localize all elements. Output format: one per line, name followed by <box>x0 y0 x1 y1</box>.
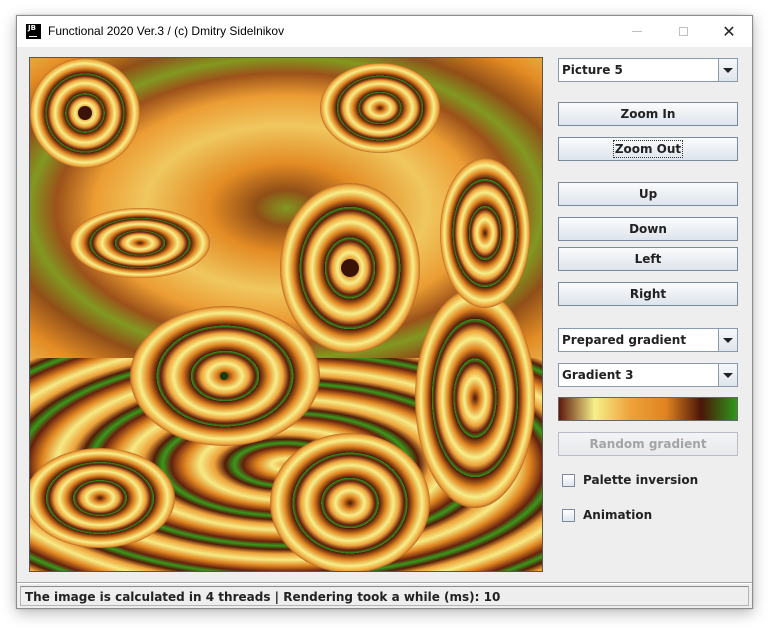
animation-checkbox[interactable]: Animation <box>558 506 738 524</box>
app-window: JB Functional 2020 Ver.3 / (c) Dmitry Si… <box>16 15 753 609</box>
up-button[interactable]: Up <box>558 182 738 206</box>
zoom-in-button[interactable]: Zoom In <box>558 102 738 126</box>
minimize-icon <box>632 31 642 32</box>
gradient-select[interactable]: Gradient 3 <box>558 363 738 387</box>
palette-inversion-label: Palette inversion <box>583 473 699 487</box>
picture-select-value: Picture 5 <box>562 63 623 77</box>
status-text: The image is calculated in 4 threads | R… <box>25 590 501 604</box>
random-gradient-button[interactable]: Random gradient <box>558 432 738 456</box>
maximize-icon <box>678 27 688 36</box>
right-button[interactable]: Right <box>558 282 738 306</box>
app-logo-icon: JB <box>26 24 41 39</box>
animation-label: Animation <box>583 508 653 522</box>
picture-select[interactable]: Picture 5 <box>558 58 738 82</box>
chevron-down-icon[interactable] <box>718 59 737 81</box>
down-button[interactable]: Down <box>558 217 738 241</box>
fractal-canvas[interactable] <box>29 57 543 572</box>
left-button[interactable]: Left <box>558 247 738 271</box>
chevron-down-icon[interactable] <box>718 364 737 386</box>
fractal-image <box>30 58 542 571</box>
gradient-mode-select[interactable]: Prepared gradient <box>558 328 738 352</box>
gradient-preview <box>558 397 738 421</box>
gradient-select-value: Gradient 3 <box>562 368 634 382</box>
close-icon: ✕ <box>722 21 736 41</box>
palette-inversion-checkbox[interactable]: Palette inversion <box>558 471 738 489</box>
checkbox-box[interactable] <box>562 473 575 487</box>
minimize-button[interactable] <box>614 16 660 47</box>
checkbox-box[interactable] <box>562 508 575 522</box>
chevron-down-icon[interactable] <box>718 329 737 351</box>
window-title: Functional 2020 Ver.3 / (c) Dmitry Sidel… <box>48 24 285 38</box>
status-bar: The image is calculated in 4 threads | R… <box>17 582 752 608</box>
maximize-button[interactable] <box>660 16 706 47</box>
gradient-mode-value: Prepared gradient <box>562 333 687 347</box>
status-panel: The image is calculated in 4 threads | R… <box>20 586 749 606</box>
zoom-out-button[interactable]: Zoom Out <box>558 137 738 161</box>
close-button[interactable]: ✕ <box>706 16 752 47</box>
title-bar[interactable]: JB Functional 2020 Ver.3 / (c) Dmitry Si… <box>17 16 752 47</box>
